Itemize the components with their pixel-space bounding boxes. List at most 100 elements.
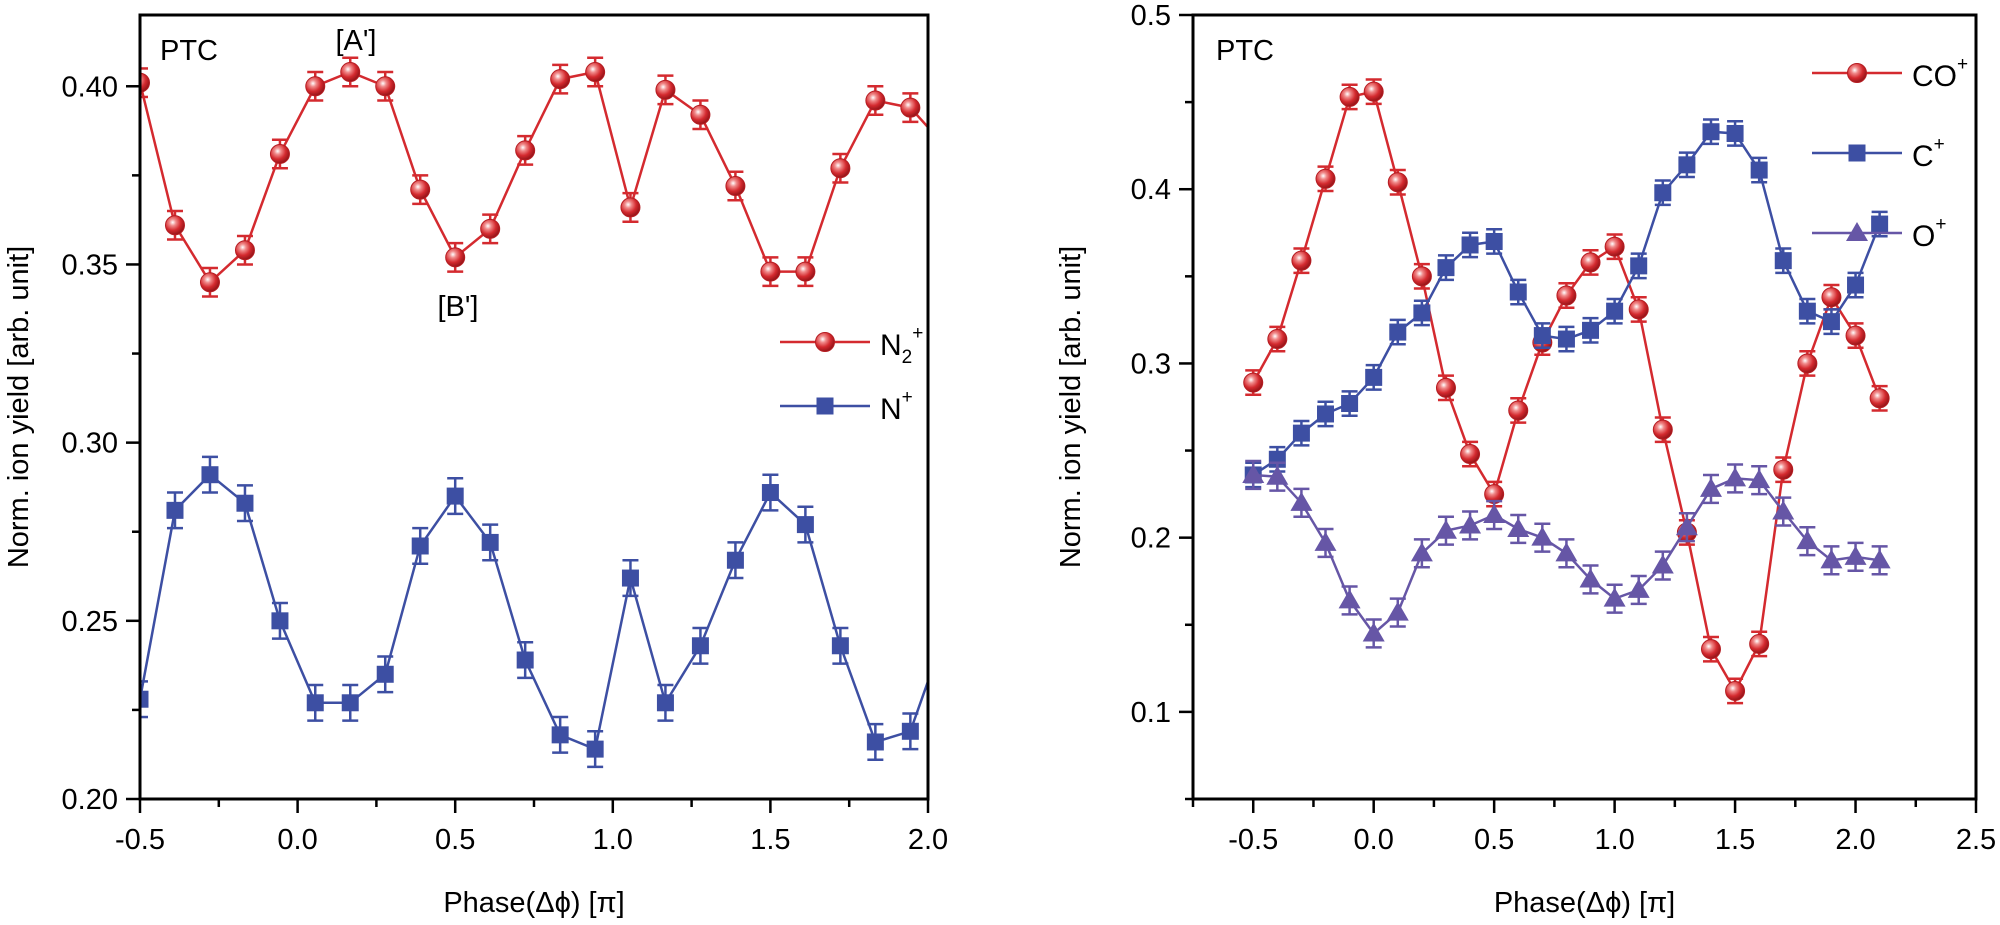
data-point [1579,568,1602,588]
data-point [1821,287,1842,308]
data-point [1822,313,1840,331]
data-point [1531,526,1554,546]
data-point [691,637,709,655]
data-point [586,740,604,758]
data-point [199,272,220,293]
data-point [1750,161,1768,179]
series-1 [140,455,954,769]
x-tick-label: 0.0 [277,824,317,856]
data-point [1410,542,1433,562]
data-point [1869,388,1890,409]
y-axis-label: Norm. ion yield [arb. unit] [1055,246,1087,568]
annotation: [A'] [336,25,377,57]
data-point [620,197,641,218]
x-tick-label: 2.5 [1956,824,1996,856]
x-tick-label: 1.0 [1594,824,1634,856]
x-tick-label: 2.0 [908,824,948,856]
y-tick-label: 0.40 [62,71,118,103]
legend-label-sub: 2 [902,347,913,368]
annotation: PTC [160,35,218,67]
data-point [831,637,849,655]
y-tick-label: 0.4 [1131,174,1171,206]
data-point [140,690,149,708]
data-point [1389,323,1407,341]
data-point [725,176,746,197]
data-point [621,569,639,587]
data-point [411,537,429,555]
legend-label: CO+ [1912,54,1968,93]
data-point [1652,419,1673,440]
data-point [1339,86,1360,107]
data-point [1628,299,1649,320]
y-tick-label: 0.20 [62,784,118,816]
y-tick-label: 0.1 [1131,697,1171,729]
data-point [164,215,185,236]
data-point [410,179,431,200]
data-point [341,694,359,712]
x-tick-label: 1.5 [750,824,790,856]
y-tick-label: 0.5 [1131,0,1171,32]
data-point [1772,500,1795,520]
data-point [1460,444,1481,465]
data-point [375,76,396,97]
legend-item: CO+ [1812,54,1968,93]
legend-label-sup: + [1934,134,1945,155]
data-point [690,104,711,125]
data-point [481,533,499,551]
data-point [726,551,744,569]
x-tick-label: 1.0 [593,824,633,856]
data-point [1773,459,1794,480]
data-point [1291,250,1312,271]
data-point [1317,405,1335,423]
data-point [1434,519,1457,539]
data-point [1847,276,1865,294]
legend-label-sup: + [902,387,913,408]
data-point [1868,549,1891,569]
data-point [1338,589,1361,609]
data-point [1341,395,1359,413]
x-tick-label: 0.5 [435,824,475,856]
legend-item: N+ [780,387,913,426]
data-point [305,76,326,97]
data-point [1675,516,1698,536]
x-tick-label: 1.5 [1715,824,1755,856]
data-point [551,726,569,744]
data-point [271,612,289,630]
data-point [236,494,254,512]
data-point [1461,236,1479,254]
x-tick-label: 0.0 [1354,824,1394,856]
data-point [900,97,921,118]
data-point [1411,266,1432,287]
data-point [761,484,779,502]
data-point [1749,633,1770,654]
data-point [1435,377,1456,398]
y-tick-label: 0.3 [1131,348,1171,380]
data-point [1700,639,1721,660]
data-point [1508,400,1529,421]
data-point [866,733,884,751]
data-point [1292,424,1310,442]
data-point [376,665,394,683]
data-point [1871,215,1889,233]
y-axis-label: Norm. ion yield [arb. unit] [3,246,35,568]
legend-label-sup: + [1957,54,1968,75]
data-point [1555,542,1578,562]
data-point [937,623,954,640]
data-point [1267,329,1288,350]
x-tick-label: -0.5 [115,824,165,856]
data-point [1365,368,1383,386]
data-point [306,694,324,712]
chart-right: -0.5 0.0 0.5 1.0 1.5 2.0 2.5 0.1 0.2 0.3 0.4 0.5 Pha… [1055,0,1996,919]
legend-marker [816,397,834,415]
data-point [550,69,571,90]
data-point [656,694,674,712]
data-point [269,143,290,164]
data-point [446,487,464,505]
series-line [140,70,928,285]
data-point [1483,504,1506,524]
data-point [516,651,534,669]
data-point [1726,124,1744,142]
data-point [1724,467,1747,487]
data-point [1582,321,1600,339]
